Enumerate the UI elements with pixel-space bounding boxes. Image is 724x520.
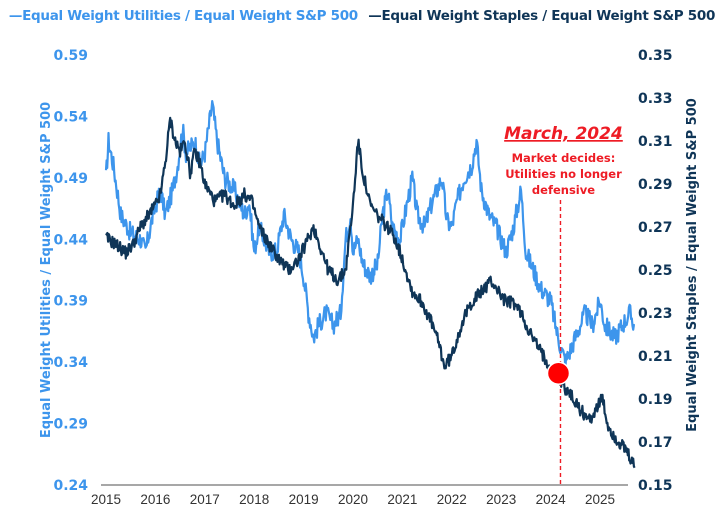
x-tick-label: 2023 bbox=[486, 492, 516, 507]
annotation-marker-dot bbox=[546, 361, 571, 385]
legend-entry-staples: —Equal Weight Staples / Equal Weight S&P… bbox=[368, 8, 716, 24]
annotation-text-line: Market decides: bbox=[512, 151, 616, 165]
left-y-tick-label: 0.39 bbox=[53, 294, 88, 310]
left-y-tick-label: 0.49 bbox=[53, 171, 88, 187]
right-y-tick-label: 0.33 bbox=[638, 91, 673, 107]
left-y-tick-label: 0.24 bbox=[53, 478, 88, 494]
right-y-tick-label: 0.25 bbox=[638, 263, 673, 279]
legend-entry-utilities: —Equal Weight Utilities / Equal Weight S… bbox=[8, 8, 358, 24]
left-y-tick-label: 0.44 bbox=[53, 232, 88, 248]
x-tick-label: 2022 bbox=[437, 492, 467, 507]
x-tick-label: 2019 bbox=[289, 492, 319, 507]
right-y-tick-label: 0.35 bbox=[638, 48, 673, 64]
x-tick-label: 2015 bbox=[91, 492, 121, 507]
x-tick-label: 2024 bbox=[536, 492, 567, 507]
annotation-title: March, 2024 bbox=[504, 124, 623, 144]
x-tick-label: 2018 bbox=[239, 492, 269, 507]
chart-legend: —Equal Weight Utilities / Equal Weight S… bbox=[0, 8, 724, 24]
left-y-tick-label: 0.59 bbox=[53, 48, 88, 64]
right-y-tick-label: 0.19 bbox=[638, 392, 673, 408]
left-y-axis-title: Equal Weight Utilities / Equal Weight S&… bbox=[39, 102, 54, 438]
left-y-tick-label: 0.29 bbox=[53, 417, 88, 433]
right-y-tick-label: 0.15 bbox=[638, 478, 673, 494]
x-tick-label: 2016 bbox=[140, 492, 170, 507]
right-y-tick-label: 0.29 bbox=[638, 177, 673, 193]
left-y-tick-label: 0.54 bbox=[53, 109, 88, 125]
right-y-axis-title: Equal Weight Staples / Equal Weight S&P … bbox=[685, 98, 700, 432]
annotation-text-line: defensive bbox=[532, 183, 595, 197]
right-y-tick-label: 0.21 bbox=[638, 349, 673, 365]
annotation-text-line: Utilities no longer bbox=[505, 167, 622, 181]
right-y-tick-label: 0.23 bbox=[638, 306, 673, 322]
staples-series-line bbox=[105, 116, 636, 469]
left-y-tick-label: 0.34 bbox=[53, 355, 88, 371]
x-tick-label: 2017 bbox=[190, 492, 220, 507]
x-tick-label: 2020 bbox=[338, 492, 368, 507]
x-tick-label: 2021 bbox=[387, 492, 417, 507]
right-y-tick-label: 0.31 bbox=[638, 134, 673, 150]
x-tick-label: 2025 bbox=[585, 492, 615, 507]
right-y-tick-label: 0.17 bbox=[638, 435, 673, 451]
right-y-tick-label: 0.27 bbox=[638, 220, 673, 236]
